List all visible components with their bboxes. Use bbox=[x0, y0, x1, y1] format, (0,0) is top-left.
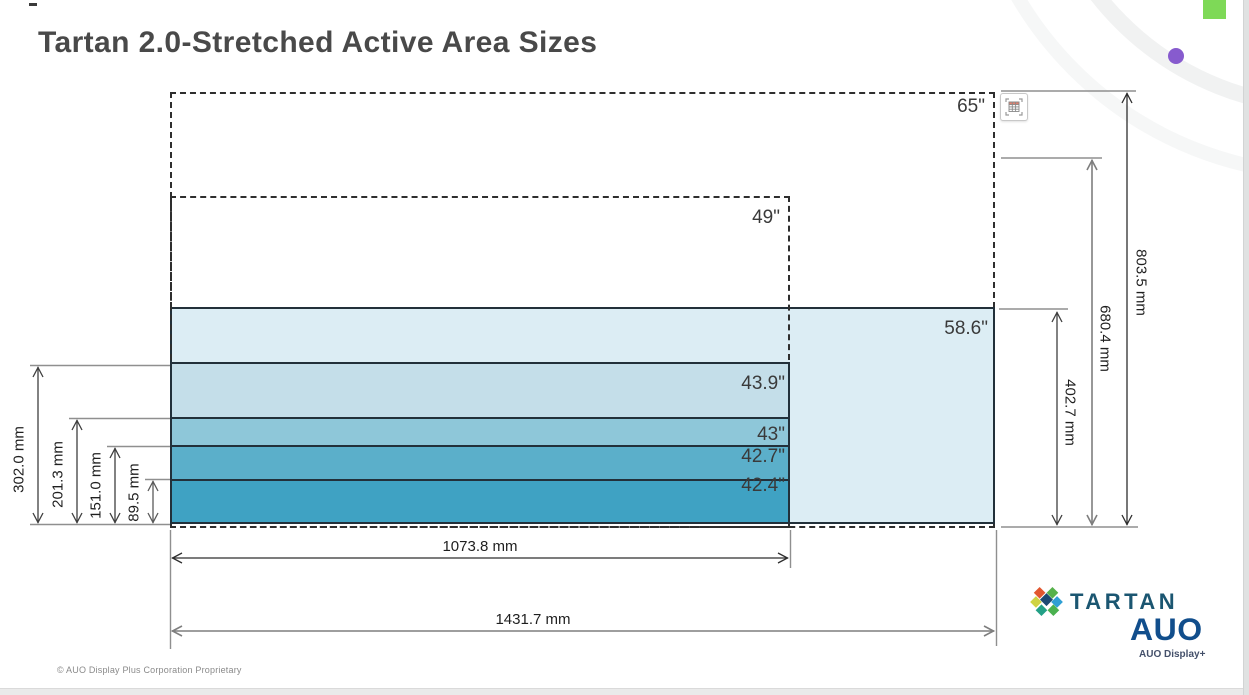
tartan-logo: TARTAN bbox=[1030, 585, 1178, 618]
dim-line-302 bbox=[32, 366, 44, 524]
dim-line-151 bbox=[109, 447, 121, 524]
table-grid-icon bbox=[1005, 98, 1023, 116]
dim-label-1073: 1073.8 mm bbox=[442, 538, 518, 555]
dim-label-803: 803.5 mm bbox=[1132, 249, 1150, 316]
dim-label-402: 402.7 mm bbox=[1061, 379, 1079, 446]
page-title: Tartan 2.0-Stretched Active Area Sizes bbox=[38, 26, 598, 59]
green-square-decoration bbox=[1203, 0, 1226, 19]
dim-label-151: 151.0 mm bbox=[87, 452, 105, 519]
pinwheel-diamonds-icon bbox=[1030, 586, 1063, 617]
dim-label-89: 89.5 mm bbox=[125, 463, 143, 522]
purple-dot-decoration bbox=[1168, 48, 1184, 64]
dim-label-680: 680.4 mm bbox=[1096, 305, 1114, 372]
window-edge-right bbox=[1243, 0, 1249, 695]
dim-line-803 bbox=[1121, 92, 1133, 526]
decorative-arc-inner bbox=[962, 0, 1243, 181]
auo-logo: AUO bbox=[1130, 611, 1203, 647]
tartan-wordmark: TARTAN bbox=[1070, 588, 1179, 614]
dim-line-680 bbox=[1086, 158, 1098, 527]
dim-label-1431: 1431.7 mm bbox=[495, 611, 571, 628]
dim-label-302: 302.0 mm bbox=[10, 426, 28, 493]
dim-line-201 bbox=[71, 419, 83, 524]
panel-label-42-7: 42.7" bbox=[741, 446, 785, 467]
auo-display-plus-label: AUO Display+ bbox=[1139, 649, 1206, 660]
corner-mark bbox=[29, 3, 37, 6]
panel-label-43: 43" bbox=[757, 424, 785, 445]
panel-label-65: 65" bbox=[957, 96, 985, 117]
proprietary-footer: © AUO Display Plus Corporation Proprieta… bbox=[57, 665, 242, 675]
panel-label-49: 49" bbox=[752, 207, 780, 228]
table-options-button[interactable] bbox=[1000, 93, 1028, 121]
panel-label-58-6: 58.6" bbox=[944, 318, 988, 339]
panel-label-43-9: 43.9" bbox=[741, 373, 785, 394]
window-edge-bottom bbox=[0, 688, 1243, 695]
dim-label-201: 201.3 mm bbox=[49, 441, 67, 508]
panel-label-42-4: 42.4" bbox=[741, 475, 785, 496]
dim-line-89 bbox=[147, 480, 159, 524]
dim-line-402 bbox=[1051, 311, 1063, 526]
panel-42-4-inch bbox=[170, 479, 790, 524]
